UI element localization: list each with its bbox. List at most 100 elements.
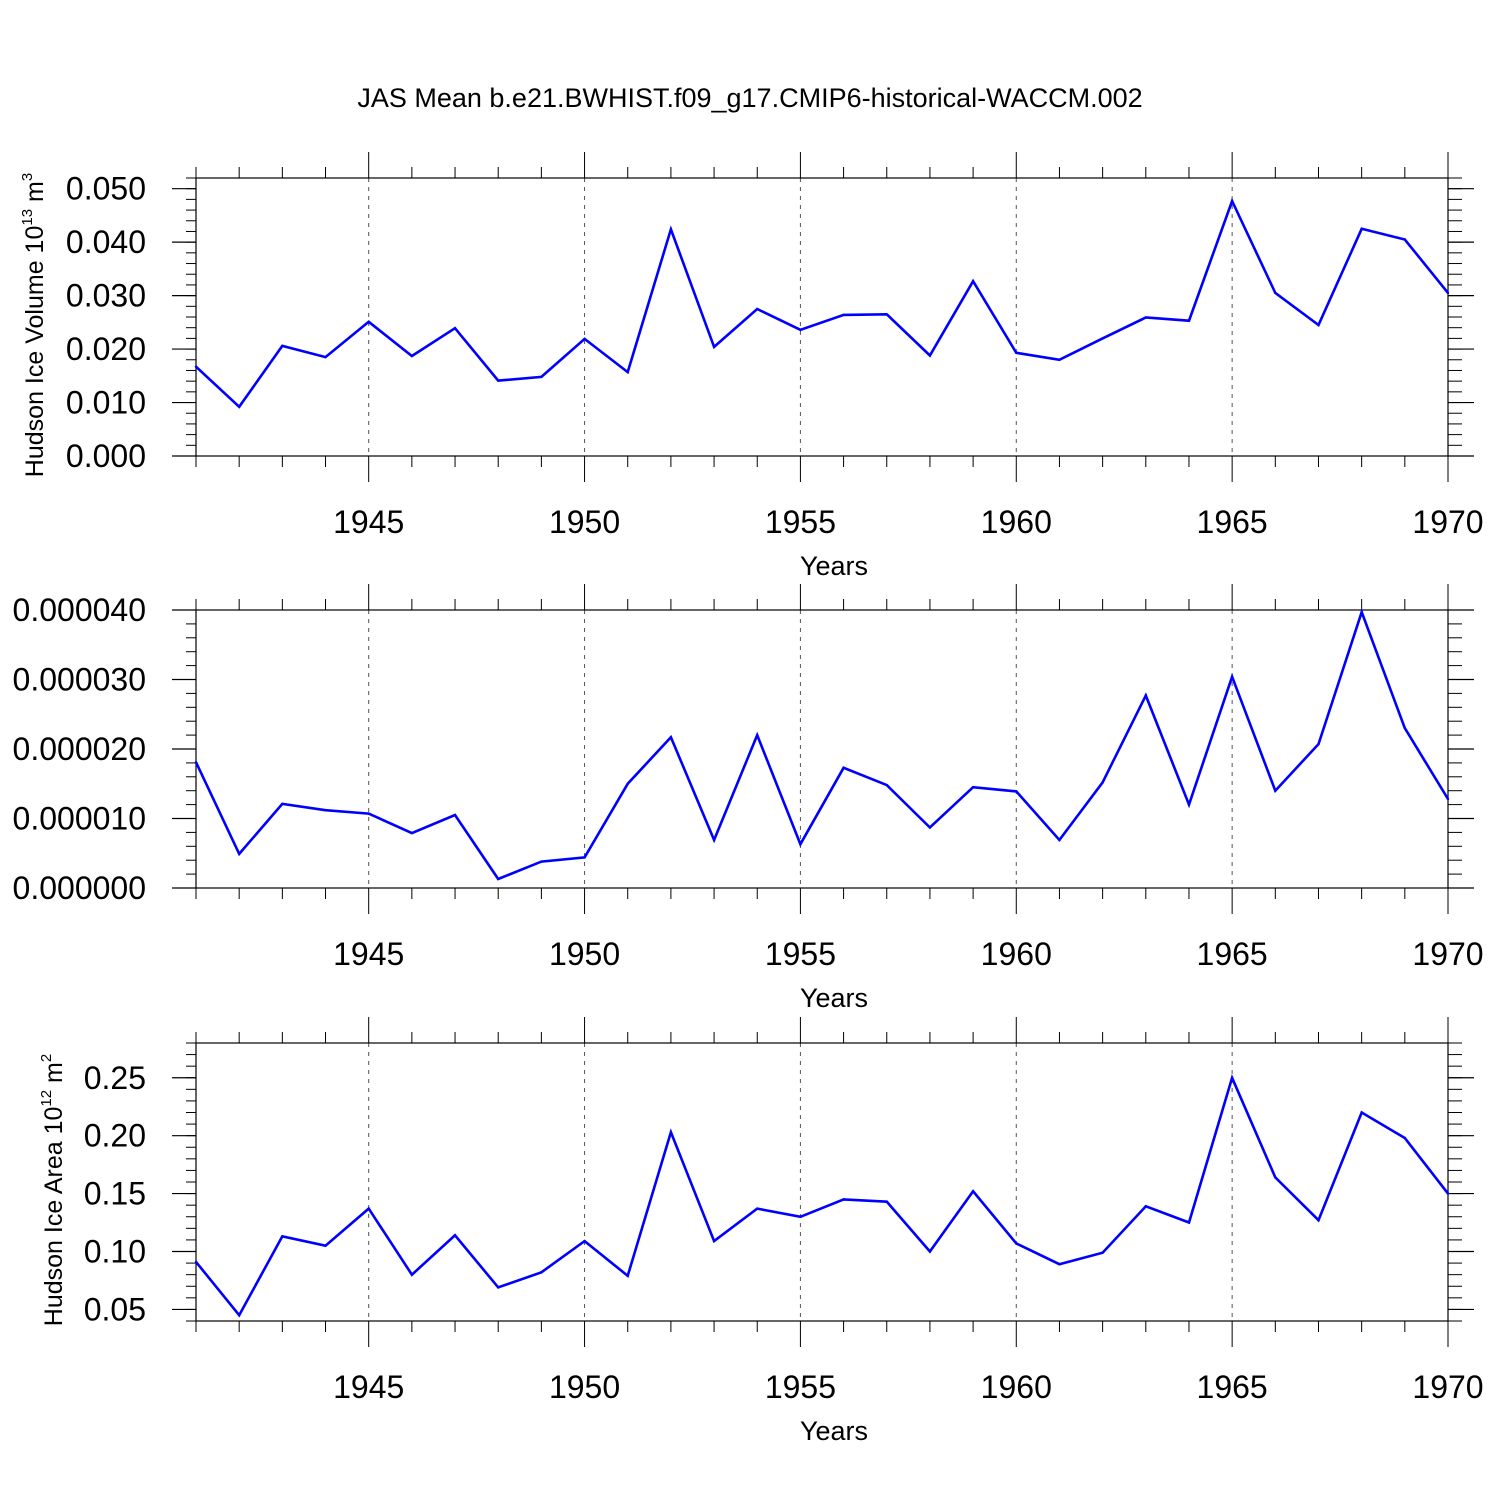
y-axis-label-unit: m bbox=[21, 181, 49, 209]
x-axis-label: Years bbox=[800, 551, 868, 581]
panel-volume: 0.000 0.010 0.020 0.030 0.040 0.050 1945 1950 19… bbox=[19, 152, 1484, 581]
data-point bbox=[367, 812, 370, 815]
data-point bbox=[799, 328, 802, 332]
x-tick-label: 1955 bbox=[765, 1369, 836, 1405]
x-tick-label: 1970 bbox=[1412, 504, 1483, 540]
chart-title: JAS Mean b.e21.BWHIST.f09_g17.CMIP6-hist… bbox=[357, 83, 1142, 113]
y-tick-label: 0.000010 bbox=[13, 801, 146, 837]
x-tick-label: 1960 bbox=[981, 1369, 1052, 1405]
y-tick-label: 0.040 bbox=[66, 224, 146, 260]
data-point bbox=[626, 1274, 629, 1278]
data-point bbox=[1446, 797, 1450, 801]
data-point bbox=[842, 1198, 845, 1201]
x-tick-label: 1960 bbox=[981, 504, 1052, 540]
data-point bbox=[1446, 1192, 1450, 1195]
series-line-area bbox=[194, 1074, 1450, 1318]
data-point bbox=[367, 1207, 370, 1210]
data-point bbox=[1403, 238, 1407, 241]
data-point bbox=[756, 733, 759, 737]
y-tick-label: 0.000020 bbox=[13, 731, 146, 767]
data-point bbox=[1274, 291, 1277, 295]
y-tick-label: 0.030 bbox=[66, 278, 146, 314]
y-tick-label: 0.000030 bbox=[13, 662, 146, 698]
x-tick-label: 1945 bbox=[333, 1369, 404, 1405]
data-point bbox=[626, 370, 629, 374]
data-point bbox=[1101, 1251, 1104, 1254]
data-point bbox=[281, 344, 284, 348]
data-point bbox=[799, 1215, 802, 1218]
data-point bbox=[928, 826, 932, 829]
panels: 0.000 0.010 0.020 0.030 0.040 0.050 1945 1950 19… bbox=[13, 152, 1484, 1446]
data-point bbox=[367, 320, 370, 324]
x-tick-label: 1945 bbox=[333, 936, 404, 972]
x-tick-label: 1970 bbox=[1412, 1369, 1483, 1405]
plot-frame bbox=[195, 1042, 1449, 1322]
data-point bbox=[712, 838, 716, 842]
series-line-volume bbox=[195, 197, 1450, 409]
data-point bbox=[1015, 790, 1018, 793]
data-point bbox=[1403, 726, 1407, 730]
data-point bbox=[1015, 1242, 1018, 1245]
y-axis-label: Hudson Ice Area 1012 m2 bbox=[38, 1054, 68, 1326]
data-point bbox=[453, 327, 457, 330]
x-axis-label: Years bbox=[800, 983, 868, 1013]
data-point bbox=[1058, 838, 1061, 842]
data-point bbox=[885, 1200, 888, 1203]
data-point bbox=[1317, 742, 1320, 746]
x-tick-label: 1965 bbox=[1197, 504, 1268, 540]
data-point bbox=[1317, 1219, 1320, 1222]
data-point bbox=[1187, 803, 1191, 806]
data-point bbox=[281, 1235, 284, 1238]
data-point bbox=[669, 735, 673, 739]
x-tick-label: 1965 bbox=[1197, 936, 1268, 972]
x-tick-label: 1965 bbox=[1197, 1369, 1268, 1405]
y-tick-label: 0.05 bbox=[84, 1291, 146, 1327]
data-point bbox=[583, 856, 586, 859]
data-point bbox=[281, 802, 284, 806]
y-tick-label: 0.020 bbox=[66, 331, 146, 367]
data-point bbox=[237, 1314, 241, 1317]
data-point bbox=[1230, 199, 1234, 203]
y-axis-label-unit-sup: 3 bbox=[19, 173, 36, 181]
y-axis-label-text: Hudson Ice Area 10 bbox=[40, 1107, 68, 1327]
x-tick-label: 1945 bbox=[333, 504, 404, 540]
data-point bbox=[885, 313, 888, 316]
data-point bbox=[583, 337, 586, 341]
y-axis-label-unit-sup: 2 bbox=[38, 1054, 55, 1062]
plot-frame bbox=[195, 177, 1449, 457]
data-point bbox=[928, 354, 932, 357]
data-point bbox=[410, 354, 414, 358]
data-point bbox=[1230, 675, 1234, 678]
data-point bbox=[1144, 1205, 1147, 1208]
x-tick-label: 1955 bbox=[765, 936, 836, 972]
y-tick-label: 0.20 bbox=[84, 1118, 146, 1154]
data-point bbox=[410, 831, 414, 835]
data-point bbox=[1360, 610, 1363, 614]
data-point bbox=[1446, 291, 1450, 295]
data-point bbox=[1187, 1221, 1191, 1224]
y-tick-label: 0.010 bbox=[66, 385, 146, 421]
data-point bbox=[453, 813, 457, 817]
data-point bbox=[971, 279, 975, 283]
data-point bbox=[583, 1239, 586, 1243]
data-point bbox=[1015, 351, 1018, 355]
y-tick-label: 0.25 bbox=[84, 1060, 146, 1096]
data-point bbox=[885, 783, 888, 787]
x-tick-label: 1970 bbox=[1412, 936, 1483, 972]
data-point bbox=[1144, 694, 1147, 697]
data-point bbox=[928, 1250, 932, 1253]
data-point bbox=[324, 1244, 327, 1247]
data-point bbox=[971, 786, 975, 789]
y-tick-label: 0.050 bbox=[66, 171, 146, 207]
data-point bbox=[712, 345, 716, 349]
y-axis-label-unit: m bbox=[40, 1062, 68, 1090]
data-point bbox=[237, 852, 241, 856]
data-point bbox=[324, 808, 327, 812]
data-point bbox=[756, 1207, 759, 1210]
data-point bbox=[1058, 1263, 1061, 1266]
data-point bbox=[842, 766, 845, 769]
x-tick-label: 1955 bbox=[765, 504, 836, 540]
y-tick-label: 0.15 bbox=[84, 1176, 146, 1212]
data-point bbox=[1274, 1176, 1277, 1179]
